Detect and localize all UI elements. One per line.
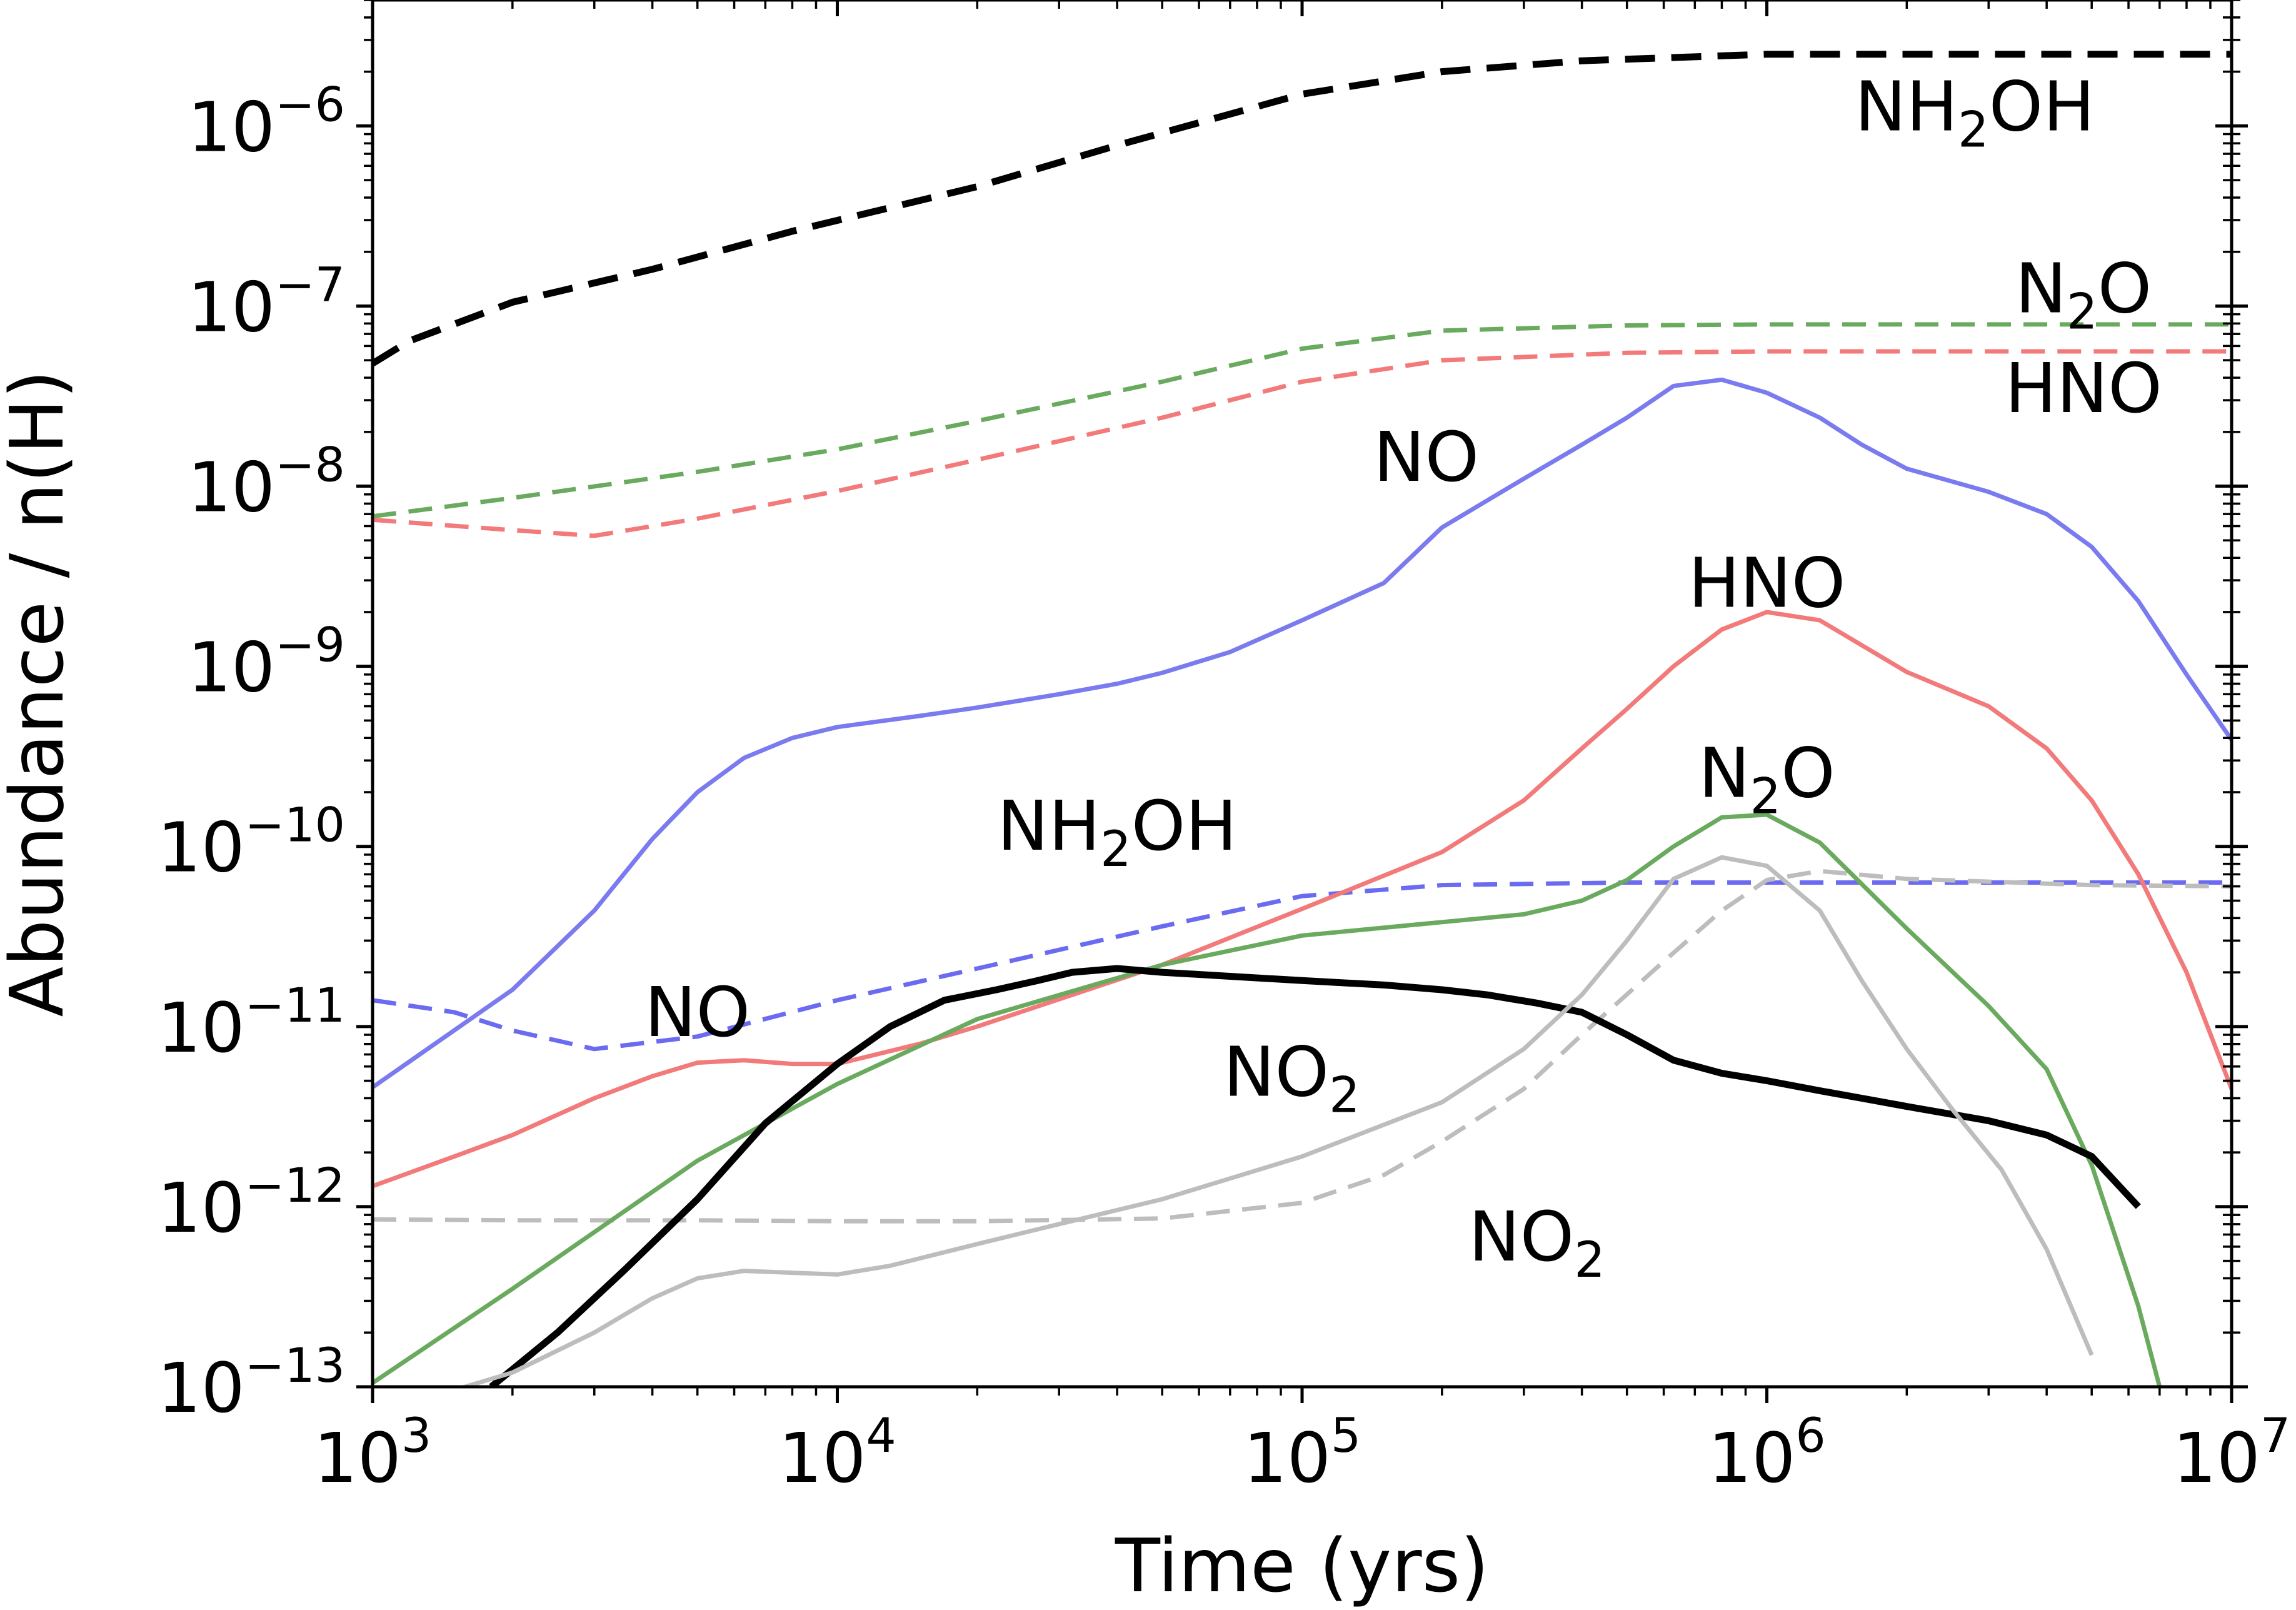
- x-tick-label: 107: [2173, 1407, 2290, 1498]
- series-line-n2o-gas: [373, 812, 2162, 1387]
- series-line-hno-ice: [373, 349, 2232, 538]
- y-axis-label: Abundance / n(H): [0, 370, 80, 1017]
- x-tick-label: 103: [314, 1407, 431, 1498]
- x-tick-label: 105: [1243, 1407, 1361, 1498]
- series-line-hno-gas: [373, 610, 2232, 1189]
- y-tick-label: 10−11: [158, 977, 345, 1068]
- annotation-hno-ice: HNO: [2005, 348, 2162, 428]
- series-line-n2o-ice: [373, 322, 2232, 519]
- annotation-no2-ice: NO2: [1468, 1197, 1605, 1289]
- annotation-no-ice: NO: [644, 972, 750, 1052]
- annotation-no2-gas: NO2: [1223, 1032, 1360, 1124]
- annotation-hno-gas: HNO: [1688, 543, 1846, 623]
- plot-frame: [371, 0, 2233, 1389]
- y-tick-label: 10−6: [188, 76, 345, 167]
- annotation-no-gas: NO: [1373, 417, 1479, 497]
- tick-label-layer: 103 104 105 106 107 10−13 10−12 10−11 10−10 10−9 1…: [158, 76, 2291, 1498]
- series-layer: [373, 51, 2232, 1387]
- y-tick-label: 10−10: [158, 797, 345, 888]
- series-line-no-ice: [373, 880, 2232, 1052]
- series-line-nh2oh-ice: [373, 51, 2232, 366]
- y-tick-label: 10−13: [158, 1337, 345, 1428]
- series-line-no2-gas: [457, 855, 2094, 1387]
- y-tick-label: 10−8: [188, 437, 345, 528]
- annotation-n2o-gas: N2O: [1698, 733, 1835, 825]
- y-tick-label: 10−7: [188, 256, 345, 347]
- y-tick-label: 10−9: [188, 617, 345, 708]
- series-line-no-gas: [373, 377, 2232, 1089]
- x-axis-label: Time (yrs): [1115, 1522, 1489, 1609]
- x-tick-label: 104: [778, 1407, 896, 1498]
- annotation-n2o-ice: N2O: [2015, 249, 2152, 341]
- annotation-nh2oh-gas: NH2OH: [997, 786, 1237, 878]
- y-tick-label: 10−12: [158, 1157, 345, 1248]
- x-tick-label: 106: [1708, 1407, 1825, 1498]
- annotation-nh2oh-ice: NH2OH: [1855, 66, 2095, 158]
- series-line-nh2oh-gas: [489, 965, 2141, 1387]
- series-line-no2-ice: [373, 868, 2232, 1224]
